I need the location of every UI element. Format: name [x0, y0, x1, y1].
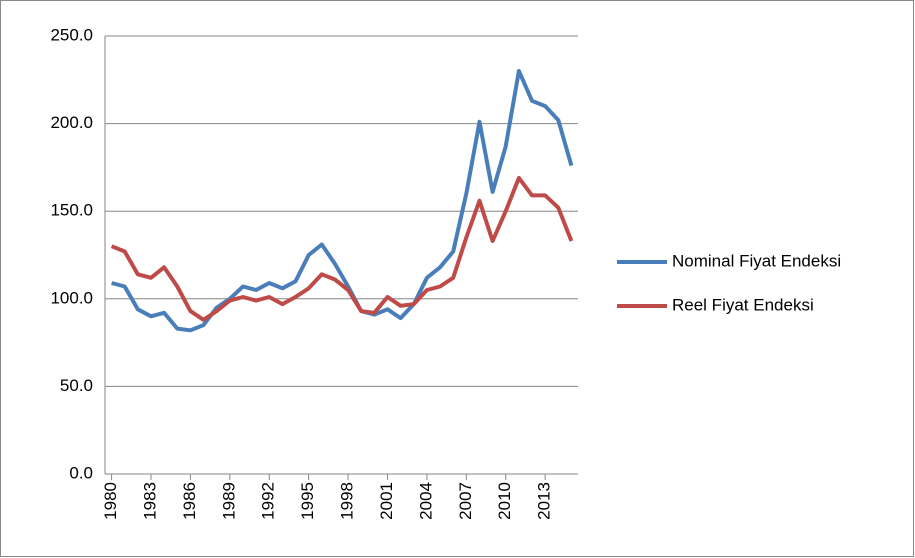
series-line: [110, 175, 574, 322]
series-line: [111, 69, 574, 333]
x-tick-label: 1998: [338, 482, 357, 520]
y-tick-label: 200.0: [50, 113, 93, 132]
legend-label: Nominal Fiyat Endeksi: [672, 251, 841, 270]
x-tick-label: 1986: [180, 482, 199, 520]
x-tick-label: 2013: [535, 482, 554, 520]
y-tick-label: 0.0: [69, 463, 93, 482]
x-tick-label: 2001: [377, 482, 396, 520]
x-tick-label: 2007: [456, 482, 475, 520]
y-tick-label: 100.0: [50, 288, 93, 307]
y-tick-label: 50.0: [60, 376, 93, 395]
y-tick-label: 150.0: [50, 201, 93, 220]
x-tick-label: 1992: [259, 482, 278, 520]
x-tick-label: 1983: [140, 482, 159, 520]
y-tick-label: 250.0: [50, 25, 93, 44]
x-tick-label: 1980: [101, 482, 120, 520]
x-tick-label: 1989: [219, 482, 238, 520]
legend-label: Reel Fiyat Endeksi: [672, 295, 814, 314]
x-tick-label: 2004: [416, 482, 435, 520]
x-tick-label: 1995: [298, 482, 317, 520]
x-tick-label: 2010: [495, 482, 514, 520]
